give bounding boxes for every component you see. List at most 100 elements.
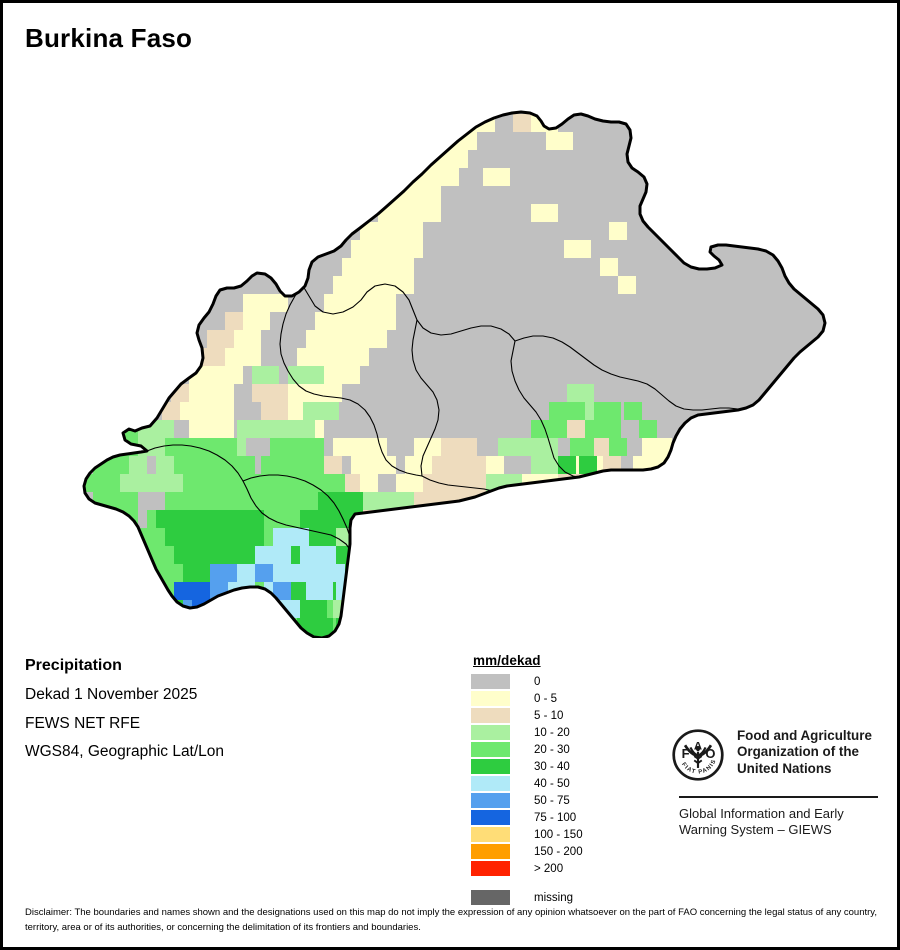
precip-cell [333,276,414,294]
precip-cell [609,222,627,240]
precip-cell [495,510,540,528]
precip-cell [663,474,708,492]
precip-cell [639,510,669,528]
legend-row: 75 - 100 [471,809,651,826]
legend-swatch [471,759,510,774]
precip-cell [327,564,345,582]
svg-text:A: A [694,741,702,753]
precip-cell [606,474,672,492]
precip-cell [600,258,618,276]
legend-row: 100 - 150 [471,826,651,843]
precip-cell [603,474,621,492]
precip-cell [432,222,600,240]
precip-cell [696,294,765,312]
precip-cell [645,384,741,402]
precip-cell [672,222,714,240]
precip-cell [546,132,573,150]
precip-cell [300,546,336,564]
legend-row: 0 - 5 [471,690,651,707]
precip-cell [543,492,633,510]
precip-cell [666,204,711,222]
precip-cell [288,366,324,384]
precip-cell [450,528,486,546]
precip-cell [654,492,690,510]
fao-logo-icon: F A O FIAT PANIS [671,728,725,787]
precip-cell [405,312,618,330]
precip-cell [747,420,777,438]
precip-cell [345,582,381,600]
precip-cell [102,546,147,564]
precip-cell [225,312,243,330]
legend-row: 30 - 40 [471,758,651,775]
legend-swatch [471,776,510,791]
precip-cell [639,420,657,438]
precip-cell [300,510,363,528]
precip-cell [609,294,681,312]
precip-cell [156,510,210,528]
precip-cell [432,384,627,402]
precip-cell [174,582,192,600]
precip-cell [369,348,414,366]
precip-cell [432,456,486,474]
fao-giews-line2: Warning System – GIEWS [679,822,832,838]
precip-cell [219,600,255,618]
disclaimer-text: Disclaimer: The boundaries and names sho… [25,907,877,933]
precip-cell [219,618,255,636]
precip-cell [720,438,750,456]
precip-cell [129,474,183,492]
precip-cell [678,240,723,258]
precip-cell [273,528,309,546]
precip-cell [660,186,708,204]
legend-label: 30 - 40 [534,760,570,773]
precip-cell [450,186,600,204]
precip-cell [210,510,264,528]
precip-cell [621,330,705,348]
legend-swatch [471,810,510,825]
precip-cell [84,474,120,492]
fao-giews: Global Information and Early Warning Sys… [679,806,886,839]
legend-spacer [471,877,651,889]
precip-cell [189,420,234,438]
precip-cell [594,402,621,420]
legend-label-missing: missing [534,891,573,904]
precip-cell [180,402,234,420]
precip-cell [324,294,396,312]
precip-cell [210,564,237,582]
legend-row: 40 - 50 [471,775,651,792]
svg-text:F: F [682,746,690,761]
precip-cell [483,168,510,186]
precip-cell [672,438,720,456]
precip-cell [342,258,414,276]
fao-branding: F A O FIAT PANIS Food and Agriculture Or… [671,728,886,839]
precip-cell [360,366,414,384]
precip-cell [624,402,642,420]
precip-cell [162,402,180,420]
precip-cell [654,168,702,186]
precip-cell [636,366,732,384]
precip-cell [441,438,477,456]
precip-cell [579,456,597,474]
fao-emblem-svg: F A O FIAT PANIS [672,729,724,781]
precip-cell [306,330,387,348]
precip-cell [498,438,522,456]
precip-cell [270,420,315,438]
info-projection: WGS84, Geographic Lat/Lon [25,743,225,760]
precip-cell [567,384,594,402]
precip-cell [702,312,780,330]
precip-cell [405,294,609,312]
page-title: Burkina Faso [25,23,193,53]
legend-swatch [471,861,510,876]
precip-cell [618,276,636,294]
precipitation-map-svg[interactable] [3,48,900,638]
precip-cell [414,276,609,294]
precip-cell [564,240,591,258]
precip-cell [291,564,336,582]
legend-swatch [471,691,510,706]
fao-divider [679,796,878,798]
map-canvas[interactable] [3,48,900,638]
precip-cell [378,492,414,510]
precip-cell [396,510,441,528]
precip-cell [615,312,693,330]
precip-cell [342,384,414,402]
precip-cell [663,420,732,438]
